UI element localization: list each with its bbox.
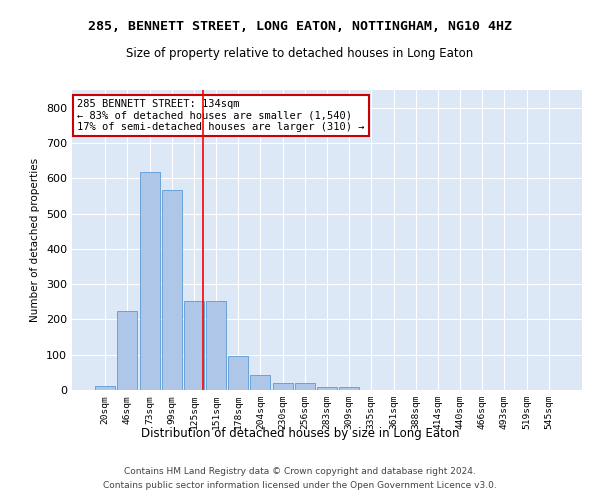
Bar [140, 172, 160, 390]
Text: 285 BENNETT STREET: 134sqm
← 83% of detached houses are smaller (1,540)
17% of s: 285 BENNETT STREET: 134sqm ← 83% of deta… [77, 99, 365, 132]
Bar [339, 387, 359, 390]
Text: 285, BENNETT STREET, LONG EATON, NOTTINGHAM, NG10 4HZ: 285, BENNETT STREET, LONG EATON, NOTTING… [88, 20, 512, 33]
Bar [250, 375, 271, 390]
Bar [317, 387, 337, 390]
Y-axis label: Number of detached properties: Number of detached properties [31, 158, 40, 322]
Bar [118, 310, 137, 390]
Bar [206, 301, 226, 390]
Bar [184, 301, 204, 390]
Text: Distribution of detached houses by size in Long Eaton: Distribution of detached houses by size … [141, 428, 459, 440]
Bar [228, 356, 248, 390]
Text: Size of property relative to detached houses in Long Eaton: Size of property relative to detached ho… [127, 48, 473, 60]
Bar [295, 383, 315, 390]
Bar [162, 190, 182, 390]
Bar [272, 383, 293, 390]
Text: Contains public sector information licensed under the Open Government Licence v3: Contains public sector information licen… [103, 481, 497, 490]
Text: Contains HM Land Registry data © Crown copyright and database right 2024.: Contains HM Land Registry data © Crown c… [124, 468, 476, 476]
Bar [95, 386, 115, 390]
